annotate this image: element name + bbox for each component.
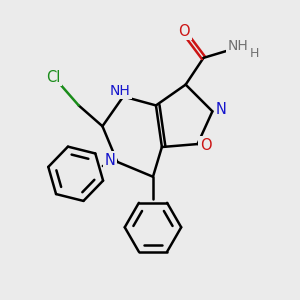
Text: N: N [215,102,226,117]
Text: O: O [178,24,190,39]
Text: Cl: Cl [46,70,61,85]
Text: N: N [104,153,115,168]
Text: O: O [200,138,212,153]
Text: H: H [250,47,259,60]
Text: NH: NH [110,84,131,98]
Text: NH: NH [227,39,248,53]
